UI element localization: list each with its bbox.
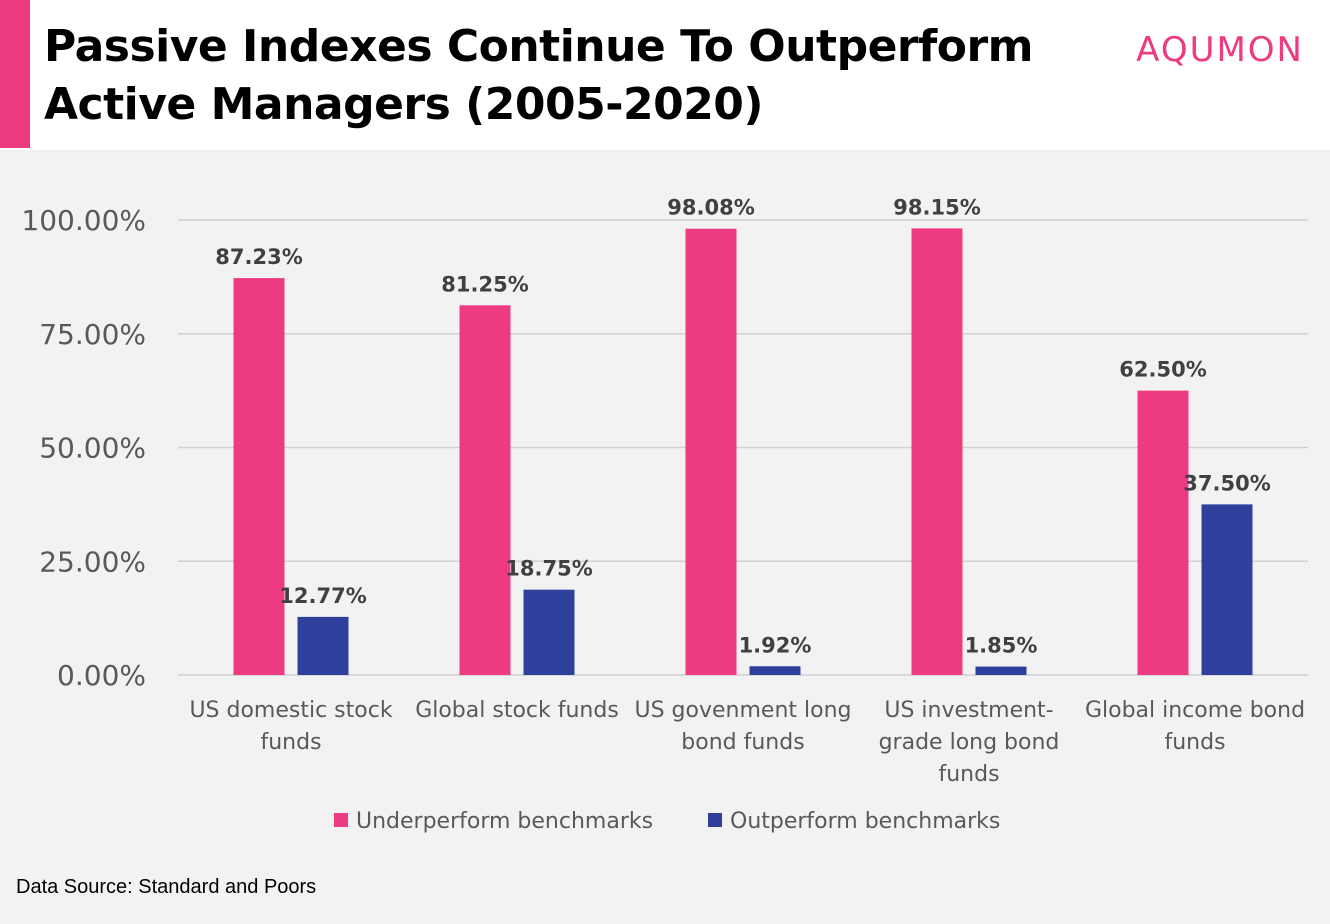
y-tick-label: 25.00%	[39, 545, 146, 578]
bar-chart: 0.00% 25.00% 50.00% 75.00% 100.00% 87.23% 12.7…	[21, 195, 1308, 834]
accent-bar	[0, 0, 30, 148]
title-line-2: Active Managers (2005-2020)	[44, 79, 764, 130]
y-tick-label: 50.00%	[39, 432, 146, 465]
bar-outperform	[523, 589, 575, 675]
x-tick-label: funds	[260, 730, 321, 755]
bar-underperform	[459, 305, 511, 675]
data-label: 37.50%	[1183, 471, 1270, 495]
x-tick-label: US investment-	[884, 698, 1053, 723]
x-tick-label: funds	[1164, 730, 1225, 755]
data-label: 12.77%	[279, 584, 366, 608]
x-tick-label: grade long bond	[879, 730, 1060, 755]
data-label: 18.75%	[505, 557, 592, 581]
x-tick-label: US domestic stock	[189, 698, 392, 723]
data-label: 1.92%	[739, 633, 812, 657]
data-label: 62.50%	[1119, 358, 1206, 382]
bar-outperform	[1201, 504, 1253, 675]
x-tick-label: US govenment long	[635, 698, 852, 723]
y-tick-label: 0.00%	[57, 659, 146, 692]
legend-item-underperform: Underperform benchmarks	[356, 809, 653, 834]
brand-logo: AQUMON	[1136, 30, 1304, 70]
data-source: Data Source: Standard and Poors	[16, 876, 317, 898]
bar-underperform	[1137, 390, 1189, 675]
chart-title: Passive Indexes Continue To Outperform A…	[44, 18, 1064, 134]
title-line-1: Passive Indexes Continue To Outperform	[44, 21, 1034, 72]
x-tick-label: Global stock funds	[415, 698, 619, 723]
bar-underperform	[911, 228, 963, 675]
data-label: 87.23%	[215, 245, 302, 269]
chart-area: 0.00% 25.00% 50.00% 75.00% 100.00% 87.23% 12.7…	[0, 150, 1330, 924]
bar-outperform	[749, 666, 801, 675]
x-tick-label: bond funds	[681, 730, 804, 755]
data-label: 98.08%	[667, 196, 754, 220]
bar-underperform	[233, 278, 285, 675]
y-tick-label: 75.00%	[39, 318, 146, 351]
data-label: 98.15%	[893, 195, 980, 219]
chart-header: Passive Indexes Continue To Outperform A…	[0, 0, 1330, 150]
bar-outperform	[297, 616, 349, 675]
x-tick-label: funds	[938, 762, 999, 787]
legend-swatch	[334, 813, 348, 827]
bar-underperform	[685, 228, 737, 675]
legend-swatch	[708, 813, 722, 827]
y-tick-label: 100.00%	[21, 204, 146, 237]
legend-item-outperform: Outperform benchmarks	[730, 809, 1000, 834]
x-tick-label: Global income bond	[1085, 698, 1305, 723]
bar-outperform	[975, 666, 1027, 675]
data-label: 1.85%	[965, 634, 1038, 658]
data-label: 81.25%	[441, 272, 528, 296]
